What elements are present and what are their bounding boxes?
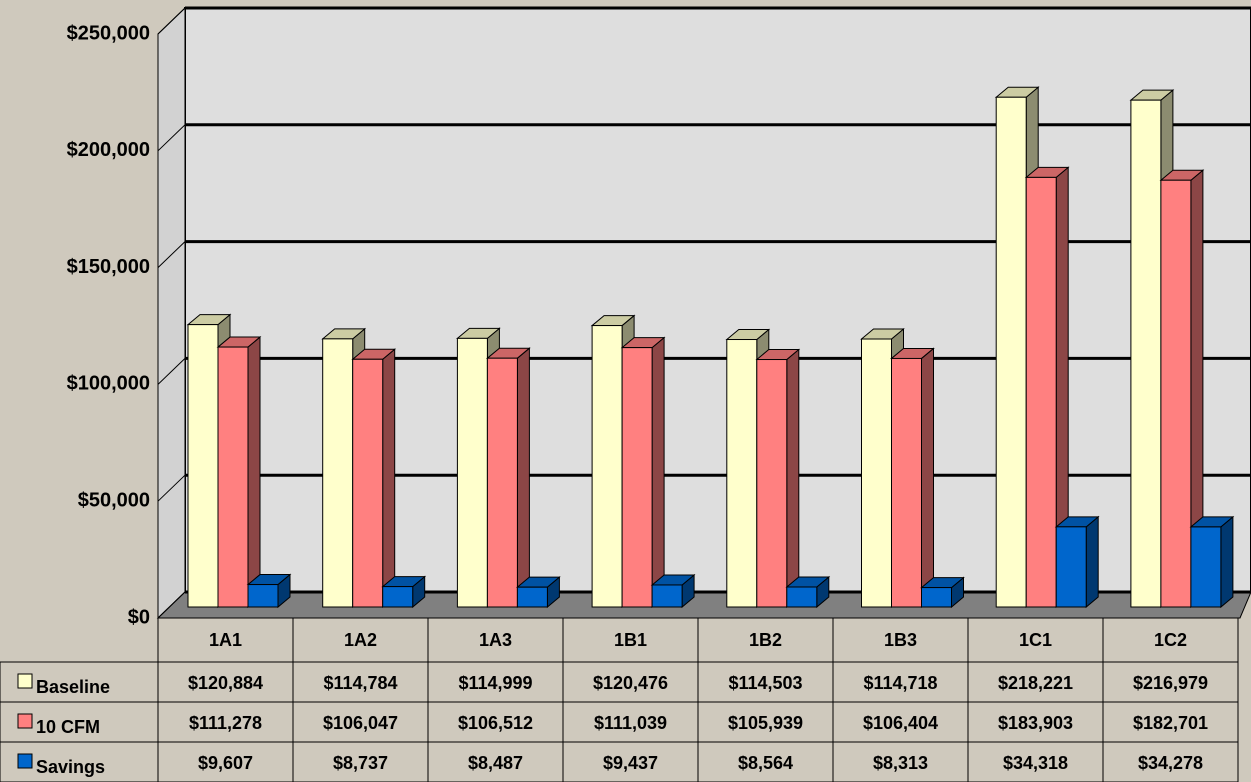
grid-line-side <box>157 7 186 35</box>
grid-line-side <box>157 358 186 385</box>
table-value: $9,437 <box>603 753 658 773</box>
table-value: $8,737 <box>333 753 388 773</box>
x-tick-label: 1C2 <box>1154 630 1187 650</box>
bar <box>995 96 1027 608</box>
bar <box>786 586 818 608</box>
legend-label: Baseline <box>36 677 110 697</box>
y-tick-label: $250,000 <box>67 22 150 44</box>
bar <box>247 584 279 608</box>
table-value: $105,939 <box>728 713 803 733</box>
bar <box>382 586 414 608</box>
x-tick-label: 1A2 <box>344 630 377 650</box>
bar <box>187 324 219 608</box>
table-value: $106,512 <box>458 713 533 733</box>
bar-side <box>1085 515 1099 609</box>
x-tick-label: 1B3 <box>884 630 917 650</box>
table-value: $114,503 <box>728 673 802 693</box>
bar-side <box>651 336 665 609</box>
table-value: $114,718 <box>863 673 937 693</box>
bar <box>486 357 518 608</box>
bar <box>891 357 922 608</box>
table-value: $8,564 <box>738 753 793 773</box>
bar-side <box>1220 515 1234 609</box>
grid-line-side <box>157 474 186 502</box>
bar-side <box>786 348 800 609</box>
table-value: $9,607 <box>198 753 253 773</box>
table-value: $34,278 <box>1138 753 1203 773</box>
table-value: $8,313 <box>873 753 928 773</box>
y-tick-label: $50,000 <box>78 489 150 511</box>
table-value: $182,701 <box>1133 713 1208 733</box>
bar <box>456 337 488 608</box>
grid-line-side <box>157 241 186 268</box>
bar <box>516 586 548 608</box>
bar <box>756 359 788 608</box>
table-value: $111,039 <box>594 713 667 733</box>
bar-side <box>516 347 530 609</box>
table-value: $216,979 <box>1133 673 1208 693</box>
bar <box>1130 99 1162 608</box>
table-value: $120,884 <box>188 673 263 693</box>
y-tick-label: $0 <box>128 606 150 628</box>
bar-side <box>382 348 396 609</box>
grid-line-side <box>157 591 186 619</box>
bar-side <box>247 335 261 609</box>
bar <box>861 338 892 608</box>
bar <box>621 347 653 608</box>
table-value: $114,784 <box>323 673 397 693</box>
bar <box>1160 179 1192 608</box>
y-tick-label: $200,000 <box>67 139 150 161</box>
table-value: $8,487 <box>468 753 523 773</box>
table-value: $120,476 <box>593 673 668 693</box>
y-tick-label: $100,000 <box>67 373 150 395</box>
bar <box>352 358 384 608</box>
bar <box>726 339 758 608</box>
legend-swatch <box>17 673 33 689</box>
legend-label: 10 CFM <box>36 717 100 737</box>
bar <box>322 338 354 608</box>
x-tick-label: 1B2 <box>749 630 782 650</box>
bar <box>1055 526 1087 608</box>
table-value: $34,318 <box>1003 753 1068 773</box>
legend-swatch <box>17 713 33 729</box>
table-value: $183,903 <box>998 713 1073 733</box>
x-tick-label: 1A3 <box>479 630 512 650</box>
x-tick-label: 1A1 <box>209 630 242 650</box>
bar <box>921 587 952 608</box>
bar <box>217 346 249 608</box>
x-tick-label: 1B1 <box>614 630 647 650</box>
table-value: $218,221 <box>998 673 1073 693</box>
bar <box>1190 526 1222 608</box>
bar <box>1025 176 1057 608</box>
grid-line-side <box>157 124 186 152</box>
side-wall <box>157 6 186 620</box>
bar <box>591 325 623 608</box>
bar <box>651 584 683 608</box>
table-value: $111,278 <box>189 713 262 733</box>
y-tick-label: $150,000 <box>67 256 150 278</box>
table-value: $106,047 <box>323 713 398 733</box>
table-value: $106,404 <box>863 713 938 733</box>
bar-side <box>921 347 934 609</box>
legend-swatch <box>17 753 33 769</box>
legend-label: Savings <box>36 757 105 777</box>
table-value: $114,999 <box>458 673 532 693</box>
x-tick-label: 1C1 <box>1019 630 1052 650</box>
